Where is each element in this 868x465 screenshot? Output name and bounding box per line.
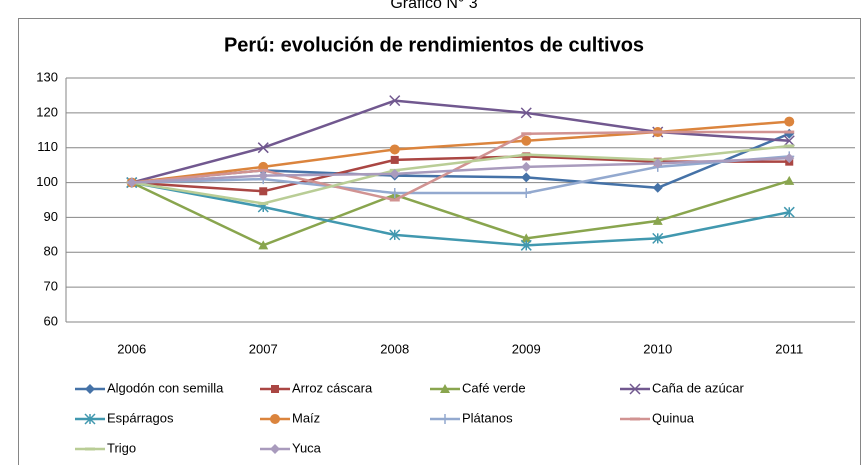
series-line: [131, 181, 790, 247]
legend-label: Arroz cáscara: [292, 380, 373, 395]
series-line: [131, 144, 790, 205]
x-tick-label: 2009: [512, 341, 541, 356]
y-tick-label: 100: [36, 174, 58, 189]
legend-label: Algodón con semilla: [107, 380, 224, 395]
marker: [258, 240, 269, 250]
legend-label: Maíz: [292, 410, 320, 425]
chart-frame: [18, 18, 861, 465]
y-tick-label: 130: [36, 69, 58, 84]
y-tick-label: 110: [37, 139, 58, 154]
marker: [521, 161, 532, 172]
marker: [520, 239, 532, 251]
chart-title: Perú: evolución de rendimientos de culti…: [224, 34, 644, 56]
legend-label: Café verde: [462, 380, 526, 395]
marker: [271, 385, 279, 393]
marker: [652, 232, 664, 244]
marker: [389, 229, 401, 241]
marker: [783, 135, 795, 147]
marker: [126, 177, 137, 188]
marker: [85, 384, 95, 394]
series-line: [131, 155, 790, 195]
marker: [784, 175, 795, 185]
marker: [270, 414, 280, 424]
marker: [390, 155, 399, 164]
marker: [389, 144, 400, 155]
legend-label: Caña de azúcar: [652, 380, 744, 395]
marker: [389, 188, 400, 199]
marker: [389, 168, 400, 179]
series-line: [131, 130, 790, 202]
marker: [257, 142, 269, 154]
marker: [440, 414, 450, 424]
x-tick-label: 2006: [117, 341, 146, 356]
x-tick-label: 2008: [380, 341, 409, 356]
legend-label: Quinua: [652, 410, 695, 425]
marker: [258, 170, 269, 181]
legend-label: Yuca: [292, 440, 322, 455]
chart-supertitle: Gráfico N° 3: [390, 0, 477, 12]
y-tick-label: 60: [44, 313, 58, 328]
marker: [521, 233, 532, 243]
series-line: [131, 120, 790, 184]
marker: [784, 153, 795, 164]
marker: [259, 187, 268, 196]
y-tick-label: 90: [44, 209, 58, 224]
marker: [652, 215, 663, 225]
y-tick-label: 70: [44, 279, 58, 294]
marker: [629, 383, 641, 395]
legend-label: Trigo: [107, 440, 136, 455]
marker: [521, 135, 532, 146]
series-line: [131, 179, 790, 247]
marker: [270, 444, 280, 454]
marker: [783, 206, 795, 218]
marker: [784, 116, 795, 127]
x-tick-label: 2007: [249, 341, 278, 356]
marker: [652, 182, 663, 193]
y-tick-label: 120: [36, 104, 58, 119]
x-tick-label: 2010: [643, 341, 672, 356]
x-tick-label: 2011: [775, 341, 803, 356]
marker: [440, 384, 450, 393]
marker: [521, 172, 532, 183]
legend-label: Plátanos: [462, 410, 513, 425]
series-line: [131, 156, 790, 184]
legend-label: Espárragos: [107, 410, 174, 425]
marker: [84, 413, 96, 425]
y-tick-label: 80: [44, 244, 58, 259]
marker: [522, 152, 531, 161]
marker: [652, 158, 663, 169]
series-line: [131, 99, 790, 184]
marker: [389, 95, 401, 107]
marker: [521, 188, 532, 199]
marker: [520, 107, 532, 119]
